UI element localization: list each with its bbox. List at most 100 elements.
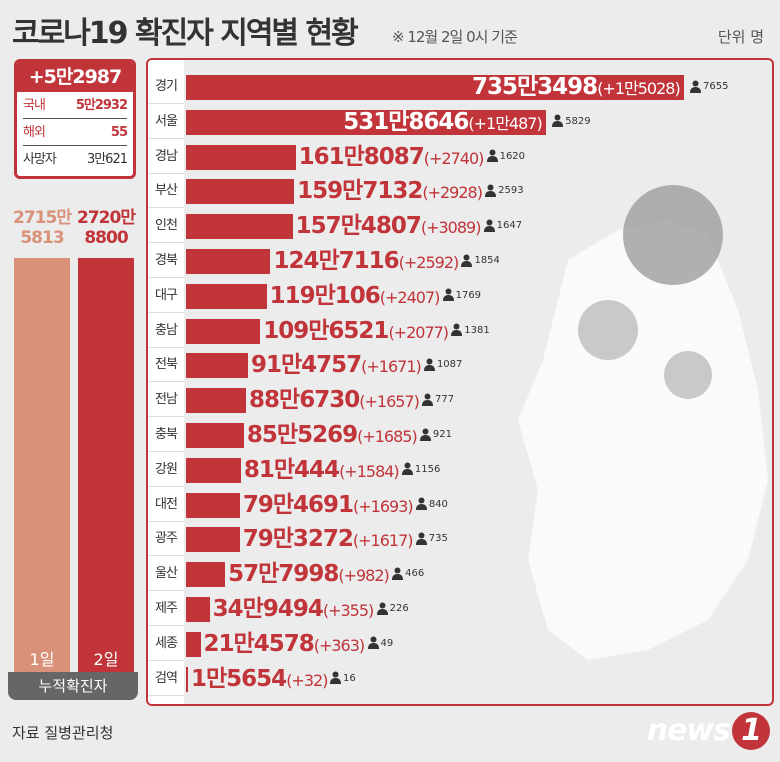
deaths-label: 5829 (552, 106, 591, 138)
bar (186, 562, 226, 588)
deaths-label: 1769 (442, 280, 481, 312)
bar (186, 283, 267, 309)
subtitle: ※ 12월 2일 0시 기준 (392, 28, 518, 46)
page-title: 코로나19 확진자 지역별 현황 (12, 16, 359, 51)
total-label: 159만7132 (297, 178, 423, 205)
total-label: 57만7998 (228, 561, 339, 588)
value-label: 109만6521(+2077) (263, 315, 449, 347)
new-cases-label: (+2077) (388, 322, 449, 342)
bar (186, 109, 547, 135)
person-icon (483, 219, 495, 232)
region-label: 대구 (148, 279, 184, 313)
region-label: 세종 (148, 627, 184, 661)
person-icon (461, 254, 473, 267)
daily-summary: +5만2987 국내 5만2932 해외 55 사망자 3만621 (14, 59, 136, 179)
bar-row: 경기 735만3498(+1만5028) 7655 (148, 70, 772, 104)
deaths-label: 1381 (451, 315, 490, 347)
bar-row: 충남 109만6521(+2077) 1381 (148, 314, 772, 348)
value: 5만2932 (75, 98, 128, 113)
value-line2: 5813 (20, 228, 64, 248)
deaths-label: 49 (367, 628, 393, 660)
person-icon (485, 184, 497, 197)
deaths-value: 5829 (565, 115, 591, 127)
total-label: 124만7116 (273, 248, 399, 274)
korea-map-virus-illustration (518, 185, 768, 660)
new-cases-label: (+982) (338, 566, 389, 586)
logo-mark: 1 (732, 712, 770, 750)
deaths-value: 840 (428, 498, 448, 510)
deaths-value: 921 (432, 429, 452, 440)
value-label: 124만7116(+2592) (273, 245, 460, 277)
source-label: 자료 질병관리청 (12, 724, 114, 742)
person-icon (376, 602, 388, 615)
new-cases-label: (+2928) (422, 183, 483, 203)
bar-row: 경남 161만8087(+2740) 1620 (148, 140, 772, 174)
region-label: 검역 (148, 662, 184, 696)
new-cases-label: (+1671) (361, 357, 422, 377)
new-cases-label: (+363) (313, 635, 365, 655)
value-label: 57만7998(+982) (228, 558, 390, 590)
bar (186, 597, 210, 622)
total-label: 109만6521 (263, 317, 389, 344)
value-line1: 2720만 (77, 208, 136, 228)
deaths-value: 1620 (499, 150, 526, 162)
person-icon (451, 323, 463, 337)
value-label: 735만3498(+1만5028) (472, 71, 681, 103)
cumulative-day2-label: 2일 (93, 650, 119, 669)
bar-row: 제주 34만9494(+355) 226 (148, 592, 772, 626)
region-label: 전남 (148, 383, 184, 418)
bar (186, 75, 684, 100)
label: 사망자 (23, 152, 57, 167)
bar (186, 353, 248, 379)
summary-row-overseas: 해외 55 (23, 119, 128, 146)
value-line2: 8800 (84, 228, 128, 248)
deaths-label: 226 (376, 593, 409, 625)
bar-row: 부산 159만7132(+2928) 2593 (148, 174, 772, 209)
total-label: 157만4807 (295, 213, 422, 240)
new-cases-label: (+2740) (423, 148, 485, 168)
bar (186, 666, 188, 692)
region-label: 서울 (148, 105, 184, 139)
cumulative-bar-day2 (78, 258, 134, 672)
person-icon (392, 567, 404, 580)
deaths-value: 1156 (414, 463, 441, 475)
bar (186, 318, 261, 344)
value: 3만621 (86, 152, 128, 167)
deaths-label: 735 (415, 523, 448, 555)
new-cases-label: (+1584) (339, 461, 400, 481)
bar-row: 서울 531만8646(+1만487) 5829 (148, 105, 772, 139)
deaths-label: 16 (330, 663, 356, 695)
deaths-value: 466 (405, 568, 425, 580)
bar-row: 울산 57만7998(+982) 466 (148, 557, 772, 592)
total-label: 88만6730 (249, 387, 360, 414)
value-label: 79만3272(+1617) (243, 523, 414, 555)
bar (186, 214, 293, 240)
region-label: 충남 (148, 314, 184, 348)
value-label: 79만4691(+1693) (243, 489, 414, 521)
bar (186, 457, 241, 483)
new-cases-label: (+1만5028) (597, 79, 681, 98)
person-icon (442, 288, 454, 302)
cumulative-day2-value: 2720만 8800 (74, 208, 138, 248)
person-icon (422, 393, 434, 406)
value-label: 159만7132(+2928) (297, 175, 483, 207)
region-label: 대전 (148, 488, 184, 522)
region-label: 광주 (148, 522, 184, 557)
total-label: 161만8087 (298, 143, 425, 170)
person-icon (419, 428, 431, 441)
bar-row: 대전 79만4691(+1693) 840 (148, 488, 772, 522)
value: 55 (110, 125, 128, 140)
new-cases-label: (+1657) (359, 392, 420, 412)
label: 해외 (23, 125, 46, 140)
bar (186, 249, 271, 274)
value-label: 81만444(+1584) (244, 454, 400, 486)
new-cases-label: (+2407) (379, 287, 441, 307)
summary-row-deaths: 사망자 3만621 (23, 146, 128, 173)
total-label: 34만9494 (212, 596, 324, 622)
deaths-value: 7655 (703, 81, 729, 92)
label: 국내 (23, 98, 46, 113)
bar (186, 631, 201, 657)
value-label: 85만5269(+1685) (247, 419, 418, 451)
new-cases-label: (+2592) (398, 253, 460, 272)
new-cases-label: (+355) (322, 601, 374, 620)
